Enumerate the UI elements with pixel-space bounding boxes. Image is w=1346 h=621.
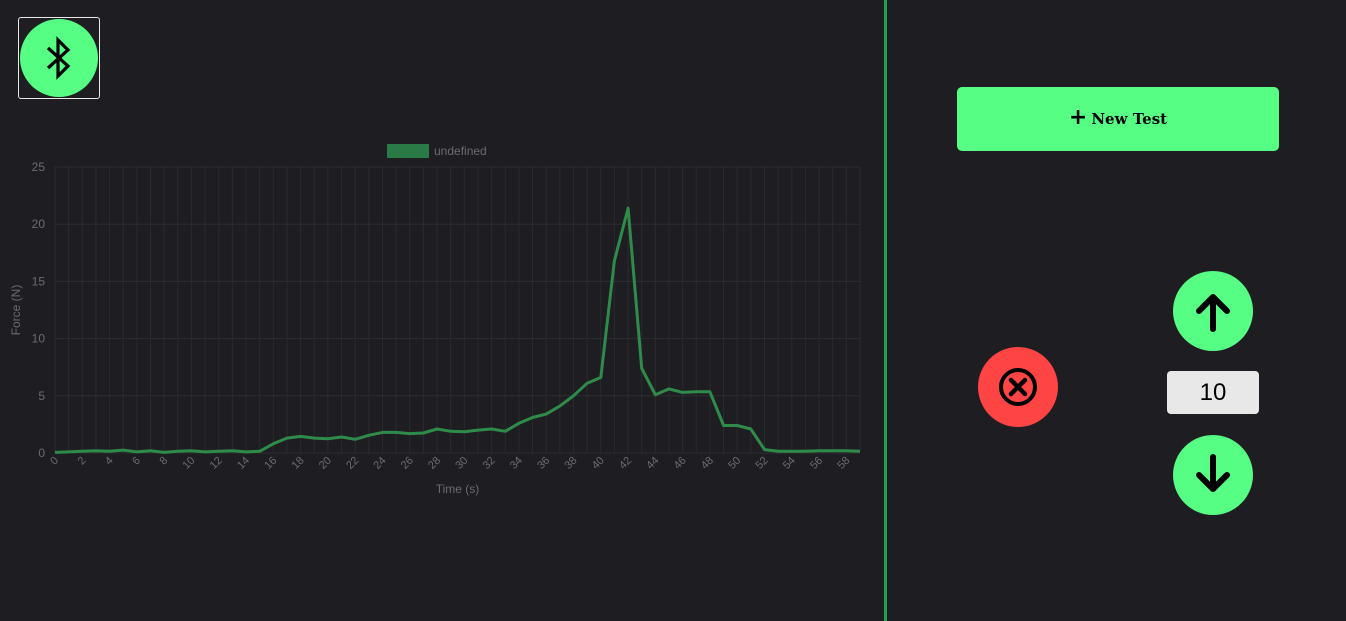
x-tick-label: 56: [808, 455, 825, 472]
bluetooth-icon: [46, 36, 71, 80]
panel-divider: [884, 0, 887, 621]
y-tick-label: 10: [32, 332, 46, 346]
x-tick-label: 10: [180, 455, 197, 472]
y-tick-label: 15: [32, 274, 46, 288]
decrease-button[interactable]: [1173, 435, 1253, 515]
y-tick-label: 5: [38, 389, 45, 403]
chart-panel: 0 5 10 15 20 25 0 2 4 6 8 10 12 14 16 18 20 22 24 26 28 30 32 3…: [9, 17, 861, 496]
x-tick-label: 36: [535, 455, 552, 472]
arrow-down-icon: [1196, 454, 1230, 492]
x-tick-label: 46: [672, 455, 689, 472]
control-panel: + New Test 10: [887, 0, 1346, 621]
x-axis-title: Time (s): [436, 482, 480, 496]
x-tick-label: 28: [426, 455, 443, 472]
x-tick-label: 50: [726, 455, 743, 472]
series-line: [54, 206, 861, 454]
x-tick-label: 14: [235, 455, 252, 472]
plus-icon: +: [1068, 105, 1088, 130]
x-tick-label: 4: [103, 455, 116, 468]
legend-swatch: [387, 144, 429, 158]
y-tick-label: 25: [32, 160, 46, 174]
step-value-display: 10: [1167, 371, 1259, 414]
y-axis-title: Force (N): [9, 285, 23, 336]
x-tick-label: 54: [781, 455, 798, 472]
x-tick-label: 52: [753, 455, 770, 472]
x-tick-label: 48: [699, 455, 716, 472]
x-tick-label: 34: [508, 455, 525, 472]
x-tick-label: 44: [644, 455, 661, 472]
x-tick-label: 24: [371, 455, 388, 472]
y-tick-label: 0: [38, 446, 45, 460]
new-test-label: New Test: [1091, 110, 1168, 128]
x-tick-label: 38: [562, 455, 579, 472]
x-tick-label: 42: [617, 455, 634, 472]
x-tick-label: 12: [208, 455, 225, 472]
x-tick-label: 40: [590, 455, 607, 472]
increase-button[interactable]: [1173, 271, 1253, 351]
bluetooth-connect-button[interactable]: [18, 17, 100, 99]
x-tick-label: 26: [399, 455, 416, 472]
x-tick-label: 32: [481, 455, 498, 472]
x-tick-label: 18: [290, 455, 307, 472]
x-tick-label: 58: [835, 455, 852, 472]
cancel-button[interactable]: [978, 347, 1058, 427]
x-tick-label: 0: [48, 455, 61, 468]
arrow-up-icon: [1196, 294, 1230, 332]
bluetooth-button-circle: [20, 19, 98, 97]
y-tick-label: 20: [32, 217, 46, 231]
close-circle-icon: [999, 368, 1037, 406]
x-tick-label: 6: [130, 455, 143, 468]
x-tick-label: 8: [157, 455, 170, 468]
x-tick-label: 16: [262, 455, 279, 472]
x-tick-label: 22: [344, 455, 361, 472]
x-tick-label: 2: [76, 455, 89, 468]
x-tick-label: 30: [453, 455, 470, 472]
legend-label: undefined: [434, 144, 487, 158]
new-test-button[interactable]: + New Test: [957, 87, 1279, 151]
x-tick-label: 20: [317, 455, 334, 472]
